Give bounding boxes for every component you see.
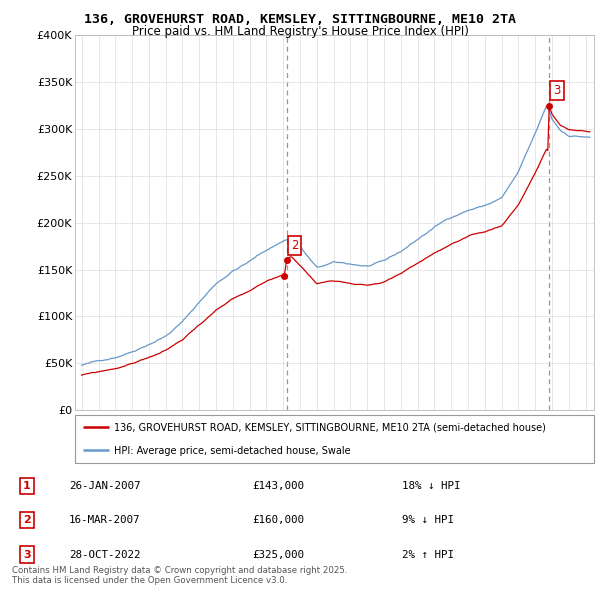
- Text: HPI: Average price, semi-detached house, Swale: HPI: Average price, semi-detached house,…: [114, 445, 350, 455]
- Text: 2: 2: [23, 516, 31, 525]
- Text: £143,000: £143,000: [252, 481, 304, 491]
- Text: 18% ↓ HPI: 18% ↓ HPI: [402, 481, 461, 491]
- FancyBboxPatch shape: [75, 415, 594, 463]
- Text: £160,000: £160,000: [252, 516, 304, 525]
- Text: 3: 3: [23, 550, 31, 559]
- Text: 26-JAN-2007: 26-JAN-2007: [69, 481, 140, 491]
- Text: 16-MAR-2007: 16-MAR-2007: [69, 516, 140, 525]
- Text: 136, GROVEHURST ROAD, KEMSLEY, SITTINGBOURNE, ME10 2TA (semi-detached house): 136, GROVEHURST ROAD, KEMSLEY, SITTINGBO…: [114, 423, 546, 433]
- Text: 136, GROVEHURST ROAD, KEMSLEY, SITTINGBOURNE, ME10 2TA: 136, GROVEHURST ROAD, KEMSLEY, SITTINGBO…: [84, 13, 516, 26]
- Text: 2% ↑ HPI: 2% ↑ HPI: [402, 550, 454, 559]
- Text: £325,000: £325,000: [252, 550, 304, 559]
- Text: 9% ↓ HPI: 9% ↓ HPI: [402, 516, 454, 525]
- Text: 28-OCT-2022: 28-OCT-2022: [69, 550, 140, 559]
- Text: 2: 2: [291, 239, 298, 252]
- Text: Contains HM Land Registry data © Crown copyright and database right 2025.
This d: Contains HM Land Registry data © Crown c…: [12, 566, 347, 585]
- Text: 1: 1: [23, 481, 31, 491]
- Text: Price paid vs. HM Land Registry's House Price Index (HPI): Price paid vs. HM Land Registry's House …: [131, 25, 469, 38]
- Text: 3: 3: [553, 84, 561, 97]
